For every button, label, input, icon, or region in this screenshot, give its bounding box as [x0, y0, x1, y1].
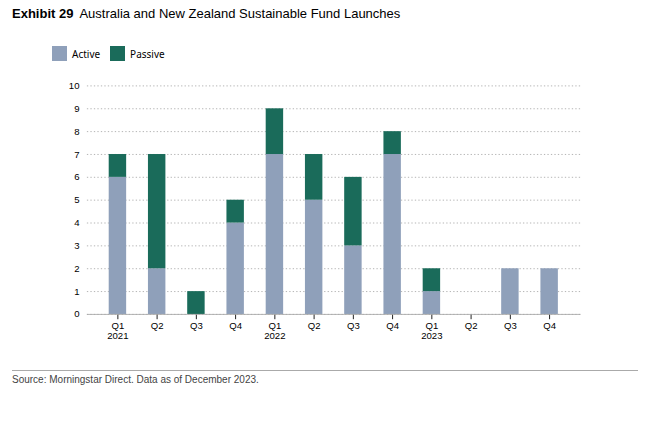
svg-text:10: 10 [69, 80, 80, 91]
svg-text:2: 2 [74, 263, 79, 274]
svg-text:Q4: Q4 [543, 320, 556, 331]
svg-text:4: 4 [74, 217, 80, 228]
html-text:Source: Morningstar Direct. Da: Source: Morningstar Direct. Data as of D… [12, 374, 259, 386]
html-text:Exhibit 29 Australia and New Z: Exhibit 29 Australia and New Zealand Sus… [12, 6, 401, 21]
svg-text:3: 3 [74, 240, 79, 251]
svg-text:Q3: Q3 [347, 320, 360, 331]
svg-text:Q2: Q2 [151, 320, 164, 331]
svg-text:6: 6 [74, 171, 79, 182]
svg-text:Q4: Q4 [386, 320, 399, 331]
svg-text:1: 1 [74, 286, 79, 297]
svg-text:7: 7 [74, 149, 79, 160]
svg-text:Q2: Q2 [465, 320, 478, 331]
svg-text:Q4: Q4 [229, 320, 242, 331]
svg-text:Q3: Q3 [190, 320, 203, 331]
svg-text:Q1: Q1 [111, 320, 125, 332]
svg-text:2022: 2022 [264, 330, 285, 341]
html-text:Passive: Passive [130, 46, 165, 61]
svg-text:5: 5 [74, 194, 79, 205]
svg-text:Q2: Q2 [308, 320, 321, 331]
html-text:Active: Active [72, 46, 101, 61]
svg-text:Q1: Q1 [425, 320, 439, 332]
svg-text:2021: 2021 [107, 330, 128, 341]
svg-text:9: 9 [74, 103, 79, 114]
svg-text:8: 8 [74, 126, 79, 137]
svg-text:0: 0 [74, 308, 79, 319]
svg-text:Q1: Q1 [268, 320, 282, 332]
svg-text:2023: 2023 [421, 330, 442, 341]
svg-text:Q3: Q3 [504, 320, 517, 331]
